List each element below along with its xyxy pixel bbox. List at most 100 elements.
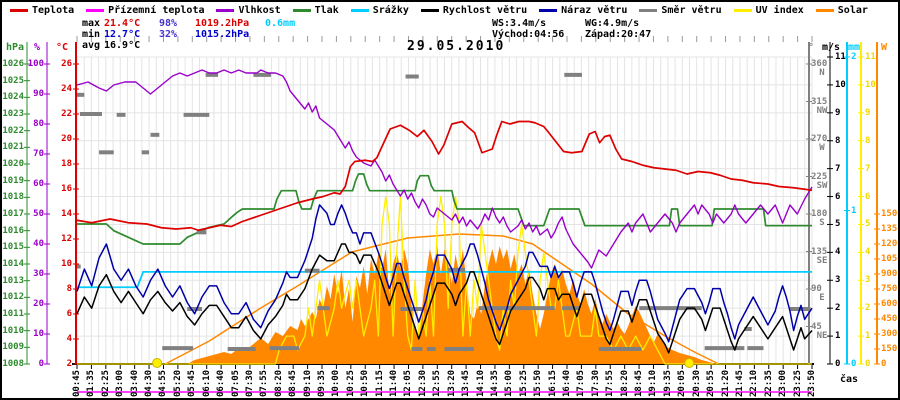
uv-tick-label: 10 — [865, 79, 876, 90]
stat-wind-speed-avg: WS:3.4m/s — [492, 18, 547, 29]
solar-tick-label: 1350 — [881, 224, 898, 234]
time-tick-label: 17:05 — [576, 369, 587, 397]
time-tick-label: 09:10 — [302, 369, 313, 397]
direction-deg-tick-label: 270 — [811, 134, 828, 144]
uv-tick-label: 2 — [865, 303, 871, 314]
legend-color-swatch — [733, 9, 752, 12]
ms-tick-label: 9 — [835, 107, 841, 118]
solar-tick-label: 900 — [881, 269, 898, 279]
solar-tick-label: 750 — [881, 284, 898, 294]
time-tick-label: 15:25 — [518, 369, 529, 397]
stat-max-pressure: 1019.2hPa — [195, 18, 250, 29]
hpa-tick-label: 1020 — [2, 159, 24, 169]
mm-tick-label: 0 — [851, 359, 857, 369]
chart-legend: Teplota Přízemní teplota Vlhkost Tlak Srážky… — [10, 5, 868, 16]
mm-tick-label: 2 — [851, 52, 857, 62]
sunrise-marker — [152, 358, 163, 368]
time-tick-label: 16:15 — [547, 369, 558, 397]
axis-header-direction: ° — [808, 42, 815, 53]
percent-tick-label: 100 — [27, 59, 44, 69]
legend-color-swatch — [420, 9, 439, 12]
hpa-tick-label: 1025 — [2, 75, 24, 86]
time-tick-label: 07:30 — [244, 369, 255, 397]
hpa-tick-label: 1019 — [2, 175, 24, 186]
time-tick-label: 12:55 — [432, 369, 443, 397]
time-tick-label: 13:20 — [446, 369, 457, 397]
stat-wind-gust-max: WG:4.9m/s — [585, 18, 640, 29]
solar-tick-label: 0 — [881, 359, 887, 369]
ms-tick-label: 11 — [835, 52, 846, 62]
stat-max-label: max — [82, 18, 101, 29]
legend-label: Přízemní teplota — [108, 5, 205, 16]
time-tick-label: 16:40 — [562, 369, 572, 397]
direction-name-tick-label: SE — [816, 255, 828, 266]
legend-item: Srážky — [350, 5, 409, 16]
legend-label: Srážky — [372, 5, 409, 16]
time-tick-label: 07:05 — [230, 369, 241, 397]
celsius-tick-label: 18 — [61, 159, 72, 169]
uv-tick-label: 4 — [865, 247, 871, 258]
ms-tick-label: 7 — [835, 163, 841, 174]
time-tick-label: 05:45 — [187, 369, 198, 397]
hpa-tick-label: 1024 — [2, 92, 24, 103]
uv-tick-label: 9 — [865, 107, 871, 118]
uv-tick-label: 7 — [865, 163, 871, 174]
axis-header-watt: W — [881, 42, 888, 53]
time-tick-label: 10:00 — [331, 369, 342, 397]
time-tick-label: 18:20 — [619, 369, 630, 397]
uv-tick-label: 1 — [865, 331, 871, 342]
uv-tick-label: 11 — [865, 52, 876, 62]
time-tick-label: 08:20 — [273, 369, 284, 397]
hpa-tick-label: 1011 — [2, 309, 24, 319]
legend-label: UV index — [755, 5, 804, 16]
time-tick-label: 23:25 — [792, 369, 803, 397]
legend-item: UV index — [733, 5, 804, 16]
direction-name-tick-label: N — [819, 68, 825, 78]
hpa-tick-label: 1010 — [2, 325, 24, 336]
direction-deg-tick-label: 360 — [811, 59, 828, 69]
axis-header-percent: % — [34, 42, 41, 53]
percent-tick-label: 70 — [33, 149, 44, 159]
time-tick-label: 23:50 — [807, 369, 817, 397]
legend-item: Tlak — [292, 5, 339, 16]
time-tick-label: 07:55 — [259, 369, 270, 397]
time-tick-label: 08:45 — [288, 369, 299, 397]
solar-tick-label: 600 — [881, 299, 898, 309]
hpa-tick-label: 1013 — [2, 275, 24, 286]
solar-area — [187, 246, 717, 364]
time-tick-label: 04:30 — [144, 369, 155, 397]
legend-label: Tlak — [314, 5, 339, 16]
time-tick-label: 21:20 — [720, 369, 731, 397]
time-tick-label: 12:30 — [417, 369, 428, 397]
hpa-tick-label: 1018 — [2, 192, 24, 203]
percent-tick-label: 60 — [33, 179, 44, 189]
legend-color-swatch — [86, 9, 105, 12]
legend-label: Vlhkost — [238, 5, 281, 16]
percent-tick-label: 0 — [38, 359, 44, 369]
percent-tick-label: 80 — [33, 119, 44, 129]
ms-tick-label: 6 — [835, 191, 841, 202]
stat-avg-label: avg — [82, 40, 101, 51]
direction-name-tick-label: NE — [816, 330, 828, 341]
celsius-tick-label: 16 — [61, 184, 72, 194]
hpa-tick-label: 1012 — [2, 292, 24, 303]
legend-color-swatch — [350, 9, 369, 12]
time-tick-label: 20:55 — [706, 369, 717, 397]
uv-tick-label: 8 — [865, 135, 871, 146]
uv-tick-label: 0 — [865, 359, 871, 369]
legend-label: Solar — [837, 5, 868, 16]
legend-item: Rychlost větru — [420, 5, 527, 16]
solar-tick-label: 150 — [881, 344, 898, 354]
time-tick-label: 20:30 — [691, 369, 702, 397]
time-tick-label: 14:35 — [489, 369, 500, 397]
time-tick-label: 02:25 — [100, 369, 111, 397]
percent-tick-label: 50 — [33, 209, 44, 219]
ms-tick-label: 4 — [835, 247, 841, 258]
series-line — [76, 243, 813, 354]
legend-item: Náraz větru — [539, 5, 627, 16]
hpa-tick-label: 1008 — [2, 359, 24, 369]
direction-deg-tick-label: 180 — [811, 209, 828, 219]
direction-name-tick-label: SW — [816, 180, 828, 191]
